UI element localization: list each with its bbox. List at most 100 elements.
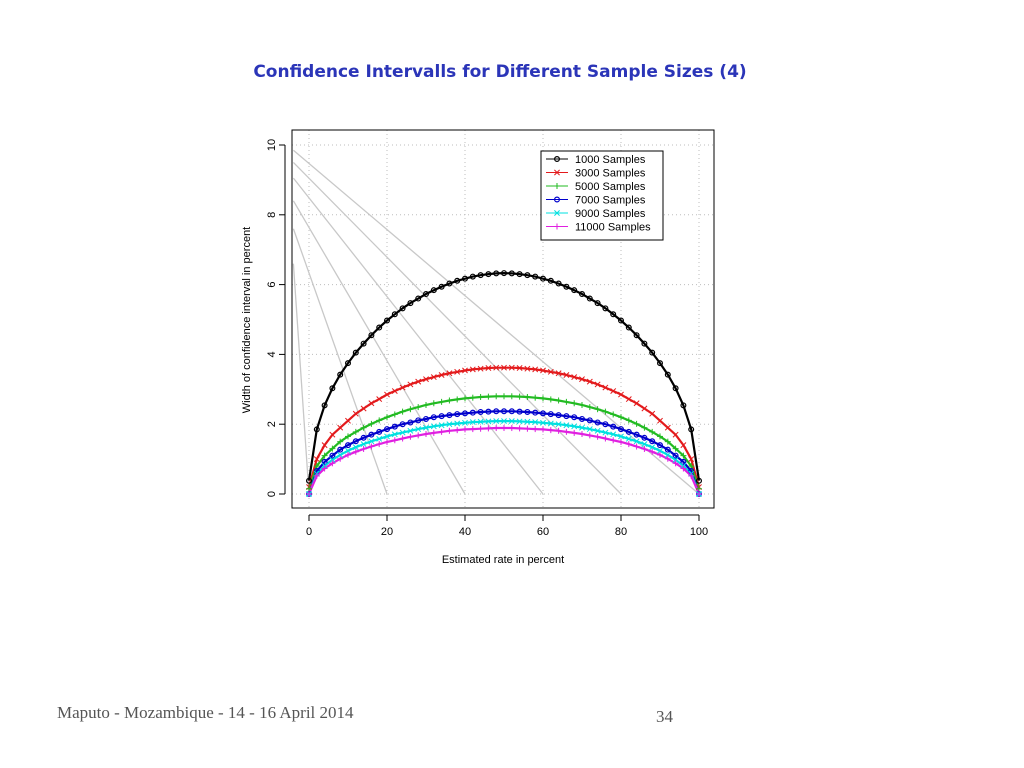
data-point-stroke [368,400,375,407]
data-point-stroke [399,429,406,436]
data-point-stroke [625,396,632,403]
x-tick-label: 100 [690,526,708,538]
data-point-stroke [563,372,570,378]
data-point [454,277,461,284]
data-point [618,414,624,421]
data-point-stroke [329,431,336,438]
data-point-stroke [602,429,609,436]
data-point-stroke [423,424,429,431]
data-point [547,277,554,284]
data-point [547,411,554,418]
data-point [649,438,656,445]
data-point [578,291,585,298]
data-point [485,393,492,400]
data-point [610,388,617,394]
data-point [610,437,617,444]
data-point [423,402,429,409]
data-point [321,402,328,409]
x-tick-label: 80 [615,526,627,538]
data-point [321,442,328,449]
data-point [672,431,679,438]
data-point [516,365,523,371]
data-point-stroke [501,364,507,371]
data-point [532,273,539,280]
data-point [680,458,687,465]
data-point-stroke [672,431,679,438]
data-point [469,419,476,426]
data-point [368,420,375,427]
data-point [329,452,336,459]
data-point [555,421,562,428]
data-point-stroke [469,366,476,373]
data-point [352,448,359,455]
data-point-stroke [680,442,687,449]
data-point [641,441,648,448]
data-point [610,423,617,430]
data-point-stroke [610,388,617,394]
data-point [532,426,539,433]
data-point [493,418,500,425]
data-point [399,429,406,436]
data-point [399,305,406,312]
data-point [617,317,624,324]
data-point [571,287,578,294]
data-point [313,426,320,433]
data-point [516,271,523,278]
y-tick-label: 2 [266,421,278,427]
data-point [625,417,632,424]
data-point-stroke [532,419,539,426]
data-point [306,491,312,497]
data-point-stroke [407,381,414,388]
data-point-stroke [633,400,640,407]
data-point-stroke [399,384,406,391]
data-point [313,472,320,479]
data-point [337,438,344,445]
data-point-stroke [313,456,320,463]
data-point-stroke [391,431,398,438]
data-point [477,408,484,415]
data-point [462,410,469,417]
data-point-stroke [391,388,398,394]
data-point [672,445,679,452]
data-point [524,393,531,400]
data-point [329,460,336,467]
data-point [337,371,344,378]
data-point [633,438,640,445]
data-point [360,434,367,441]
data-point [407,427,414,434]
data-point [586,295,593,302]
data-point [664,446,671,453]
data-point [477,365,484,372]
data-point-stroke [594,381,601,388]
data-point [664,371,671,378]
data-point [415,417,422,424]
data-point [345,417,351,424]
legend-item: 1000 Samples [546,154,646,166]
data-point [493,364,500,371]
data-point-stroke [493,364,500,371]
grid [292,130,714,508]
data-point [462,395,468,402]
data-point [446,280,453,287]
legend-item: 5000 Samples [546,181,646,193]
data-point-stroke [602,384,609,391]
data-point [360,424,367,431]
data-point [352,428,359,435]
data-point [454,427,461,434]
data-point-stroke [360,405,367,412]
data-point [563,428,570,435]
x-tick-label: 60 [537,526,549,538]
data-point [423,291,430,298]
data-point [407,433,414,440]
data-point [618,391,624,398]
data-point [508,425,515,432]
data-point [376,324,383,331]
data-point-stroke [352,410,359,417]
data-point-stroke [423,376,429,383]
data-point [579,424,585,431]
data-point [649,349,656,356]
data-point [329,385,336,392]
data-point [578,415,585,422]
data-point [391,423,398,430]
legend-label: 11000 Samples [575,222,651,234]
